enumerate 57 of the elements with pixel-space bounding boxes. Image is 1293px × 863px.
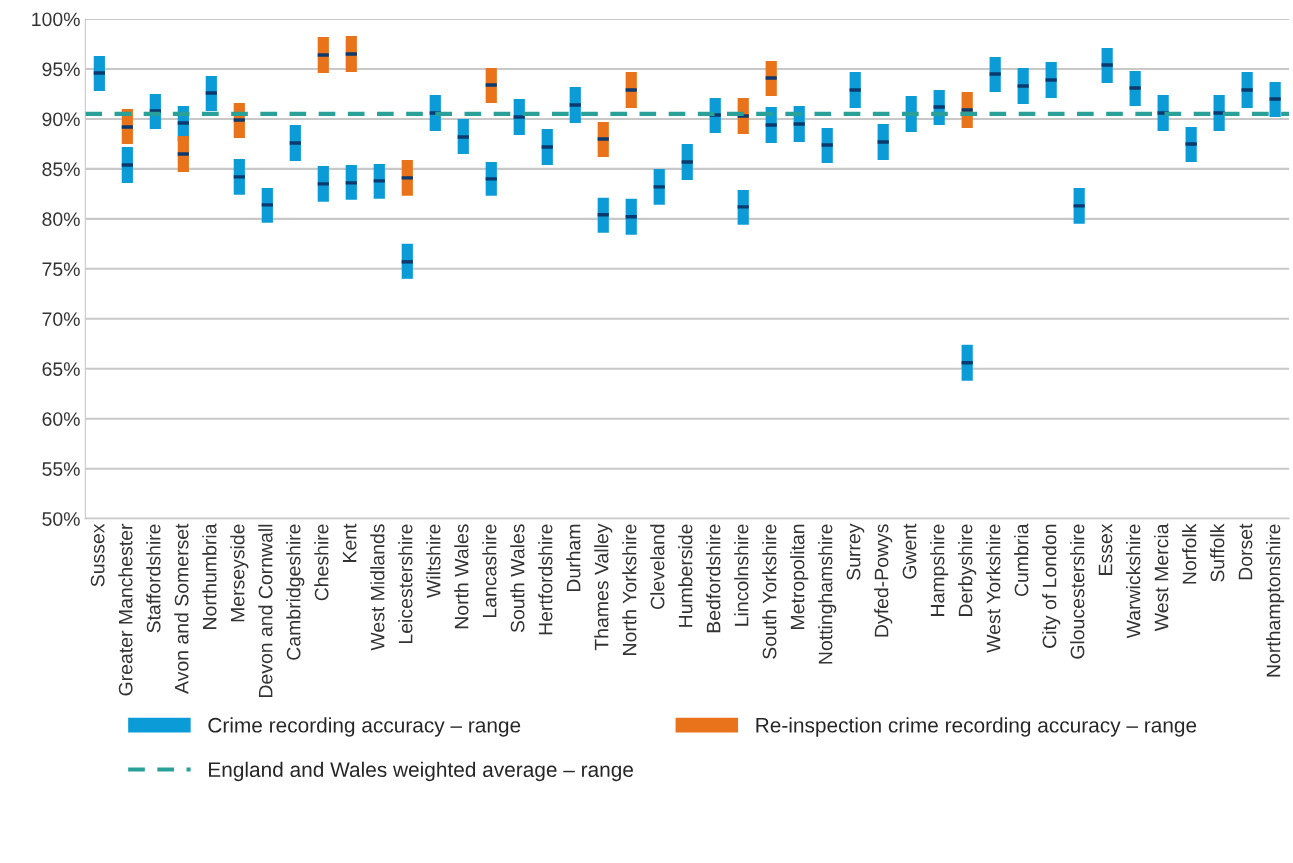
x-tick-label: North Yorkshire bbox=[622, 524, 637, 655]
y-tick-label: 60% bbox=[42, 412, 80, 426]
x-tick-label: Warwickshire bbox=[1126, 524, 1141, 639]
x-tick-label: Devon and Cornwall bbox=[258, 524, 273, 698]
x-tick-label: Derbyshire bbox=[958, 524, 977, 616]
y-tick-label: 70% bbox=[42, 312, 80, 327]
x-tick-label: Lincolnshire bbox=[734, 524, 749, 626]
y-tick-label: 80% bbox=[42, 212, 80, 227]
x-tick-label: Surrey bbox=[846, 523, 865, 580]
x-tick-label: Nottinghamshire bbox=[818, 524, 837, 664]
x-tick-label: Durham bbox=[566, 524, 581, 592]
x-tick-label: Essex bbox=[1098, 523, 1113, 575]
x-tick-label: West Mercia bbox=[1154, 523, 1169, 632]
x-tick-label: Merseyside bbox=[230, 524, 249, 622]
x-tick-label: Sussex bbox=[90, 523, 105, 587]
x-tick-label: North Wales bbox=[454, 524, 469, 629]
x-tick-label: Avon and Somerset bbox=[174, 523, 189, 694]
x-tick-label: Bedfordshire bbox=[706, 524, 721, 633]
x-tick-label: South Yorkshire bbox=[762, 524, 777, 659]
y-tick-label: 65% bbox=[42, 362, 80, 376]
y-tick-label: 90% bbox=[42, 112, 80, 127]
x-tick-label: Cumbria bbox=[1014, 523, 1029, 597]
x-tick-label: Thames Valley bbox=[594, 523, 613, 651]
y-tick-label: 85% bbox=[42, 162, 80, 177]
x-tick-label: Greater Manchester bbox=[118, 523, 133, 696]
x-tick-label: West Yorkshire bbox=[986, 524, 1001, 653]
x-tick-label: Cambridgeshire bbox=[286, 524, 305, 660]
x-tick-label: Lancashire bbox=[482, 524, 497, 618]
x-tick-label: Humberside bbox=[678, 524, 693, 627]
x-tick-label: Dorset bbox=[1238, 523, 1253, 580]
x-tick-label: Hampshire bbox=[930, 524, 949, 616]
x-tick-label: Northamptonshire bbox=[1266, 524, 1285, 677]
y-tick-label: 50% bbox=[42, 512, 80, 526]
x-tick-label: Staffordshire bbox=[146, 524, 161, 633]
legend-label: Crime recording accuracy – range bbox=[208, 717, 521, 737]
x-tick-label: Northumbria bbox=[202, 523, 217, 629]
y-tick-label: 100% bbox=[32, 12, 80, 27]
x-tick-label: City of London bbox=[1042, 524, 1061, 648]
x-tick-label: Metropolitan bbox=[790, 524, 809, 629]
x-tick-label: Gwent bbox=[902, 523, 917, 579]
y-tick-label: 75% bbox=[42, 262, 80, 277]
x-tick-label: Cheshire bbox=[314, 524, 329, 601]
x-tick-label: Wiltshire bbox=[426, 524, 441, 598]
x-tick-label: South Wales bbox=[510, 524, 525, 633]
x-tick-label: Norfolk bbox=[1182, 523, 1197, 584]
y-tick-label: 95% bbox=[42, 62, 80, 77]
x-tick-label: Dyfed-Powys bbox=[874, 524, 893, 637]
x-tick-label: Kent bbox=[342, 523, 357, 562]
legend-label: England and Wales weighted average – range bbox=[209, 761, 633, 782]
legend-label: Re-inspection crime recording accuracy – range bbox=[756, 717, 1197, 737]
x-tick-label: Hertfordshire bbox=[538, 524, 553, 635]
y-tick-label: 55% bbox=[42, 462, 80, 476]
x-tick-label: Suffolk bbox=[1210, 523, 1225, 582]
x-tick-label: West Midlands bbox=[370, 524, 385, 651]
x-tick-label: Gloucestershire bbox=[1070, 524, 1085, 659]
x-tick-label: Cleveland bbox=[650, 524, 665, 610]
x-tick-label: Leicestershire bbox=[398, 524, 413, 643]
